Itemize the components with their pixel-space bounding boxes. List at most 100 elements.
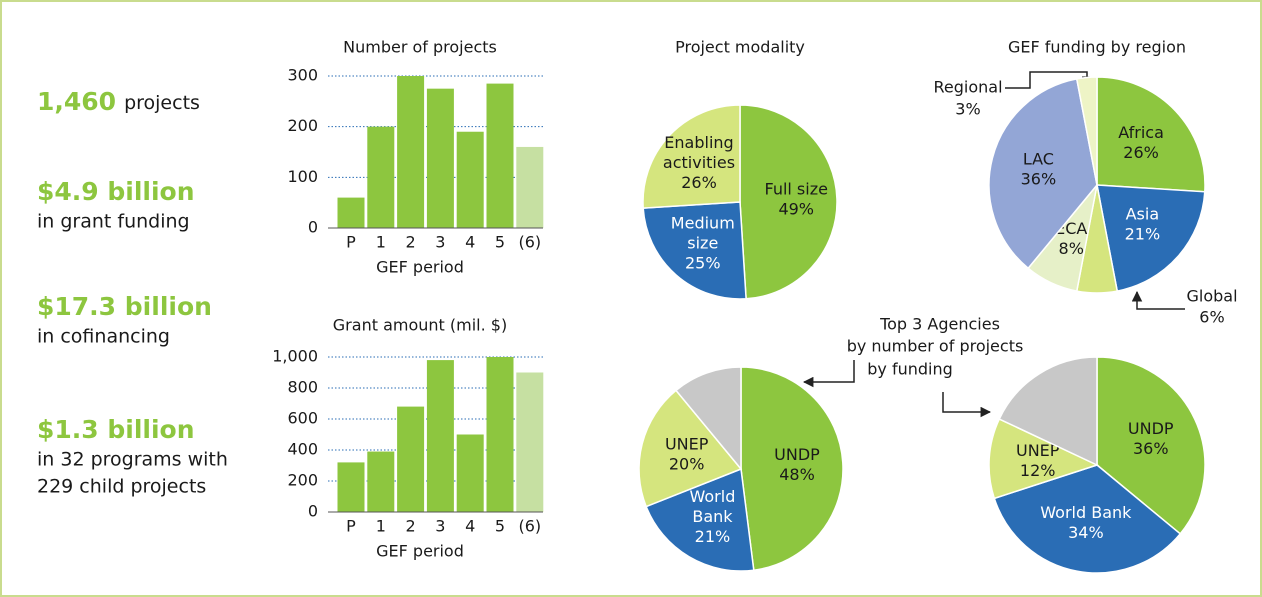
stat-value: $1.3 billion (37, 415, 195, 444)
slice-value-label: 12% (1020, 461, 1056, 480)
stat-text: 229 child projects (37, 476, 206, 498)
pie-slice (1075, 76, 1098, 186)
x-tick-label: P (346, 233, 356, 252)
slice-value-label: 6% (1199, 308, 1224, 327)
y-tick-label: 200 (287, 116, 318, 135)
bar (367, 451, 395, 512)
y-tick-label: 100 (287, 167, 318, 186)
slice-label: Full size (764, 180, 827, 199)
slice-label: Regional (933, 78, 1002, 97)
bar (426, 360, 454, 512)
slice-value-label: 49% (778, 200, 814, 219)
agencies-title: Top 3 Agencies (879, 315, 1000, 334)
pie-slice (740, 366, 844, 572)
bar (397, 406, 425, 512)
pie-slice (998, 356, 1098, 467)
bar (516, 372, 544, 512)
y-tick-label: 200 (287, 471, 318, 490)
pie-slice (638, 389, 743, 508)
pie-slice (1096, 184, 1206, 292)
x-tick-label: 5 (495, 517, 505, 536)
pie-slice (988, 78, 1098, 270)
slice-label: UNEP (665, 435, 709, 454)
x-tick-label: 1 (376, 517, 386, 536)
stat-text: projects (124, 92, 200, 114)
x-axis-label: GEF period (376, 258, 464, 277)
bar (486, 83, 514, 228)
pie-slice (993, 464, 1182, 574)
bar (426, 88, 454, 229)
slice-value-label: 26% (1123, 143, 1159, 162)
slice-label: UNEP (1016, 441, 1060, 460)
y-tick-label: 400 (287, 440, 318, 459)
slice-label: Asia (1126, 204, 1160, 223)
bar (367, 126, 395, 228)
pie-slice (642, 201, 747, 300)
slice-value-label: 20% (669, 455, 705, 474)
slice-value-label: 8% (1059, 239, 1084, 258)
chart-title: Number of projects (343, 38, 497, 57)
stat-value: $4.9 billion (37, 177, 195, 206)
x-tick-label: P (346, 517, 356, 536)
slice-value-label: 34% (1068, 523, 1104, 542)
pie-slice (674, 366, 742, 472)
bar (456, 131, 484, 228)
x-tick-label: 3 (435, 517, 445, 536)
x-tick-label: (6) (518, 233, 541, 252)
bar (337, 197, 365, 228)
slice-label: LAC (1023, 149, 1054, 168)
pie-slice (988, 418, 1100, 500)
slice-label: size (687, 234, 718, 253)
x-tick-label: 2 (406, 517, 416, 536)
x-tick-label: 1 (376, 233, 386, 252)
stat: 1,460 projects (37, 87, 200, 116)
slice-value-label: 21% (1125, 224, 1161, 243)
slice-label: UNDP (1128, 419, 1174, 438)
stat-value: $17.3 billion (37, 292, 212, 321)
bar (337, 462, 365, 512)
y-tick-label: 0 (308, 218, 318, 237)
x-tick-label: 2 (406, 233, 416, 252)
bar (486, 357, 514, 512)
pie-slice (739, 104, 838, 300)
pie-slice (1096, 76, 1206, 193)
x-tick-label: (6) (518, 517, 541, 536)
slice-label: Enabling (664, 133, 733, 152)
y-tick-label: 600 (287, 409, 318, 428)
slice-value-label: 36% (1133, 439, 1169, 458)
bar (456, 434, 484, 512)
slice-value-label: 3% (955, 100, 980, 119)
stat-text: in cofinancing (37, 326, 170, 348)
x-axis-label: GEF period (376, 542, 464, 561)
number-arrow (802, 360, 855, 388)
bar (516, 146, 544, 228)
agencies-title: by number of projects (847, 337, 1024, 356)
x-tick-label: 3 (435, 233, 445, 252)
stat-text: in 32 programs with (37, 449, 228, 471)
slice-value-label: 25% (685, 254, 721, 273)
slice-value-label: 48% (779, 465, 815, 484)
x-tick-label: 4 (465, 233, 475, 252)
regional-arrow (1005, 71, 1093, 89)
slice-value-label: 21% (695, 527, 731, 546)
slice-label: Africa (1118, 123, 1164, 142)
slice-label: activities (663, 153, 735, 172)
global-arrow (1131, 290, 1185, 310)
chart-title: Project modality (675, 38, 805, 57)
pie-slice (1096, 356, 1206, 535)
stat-value: 1,460 (37, 87, 116, 116)
slice-label: Medium (671, 214, 735, 233)
slice-label: Global (1186, 287, 1237, 306)
bar (397, 76, 425, 228)
slice-label: Bank (692, 507, 733, 526)
slice-label: World Bank (1040, 503, 1132, 522)
stat-text: in grant funding (37, 211, 190, 233)
x-tick-label: 5 (495, 233, 505, 252)
slice-label: UNDP (774, 445, 820, 464)
chart-title: Grant amount (mil. $) (333, 316, 507, 335)
slice-value-label: 26% (681, 173, 717, 192)
pie-slice (645, 467, 755, 572)
y-tick-label: 0 (308, 502, 318, 521)
